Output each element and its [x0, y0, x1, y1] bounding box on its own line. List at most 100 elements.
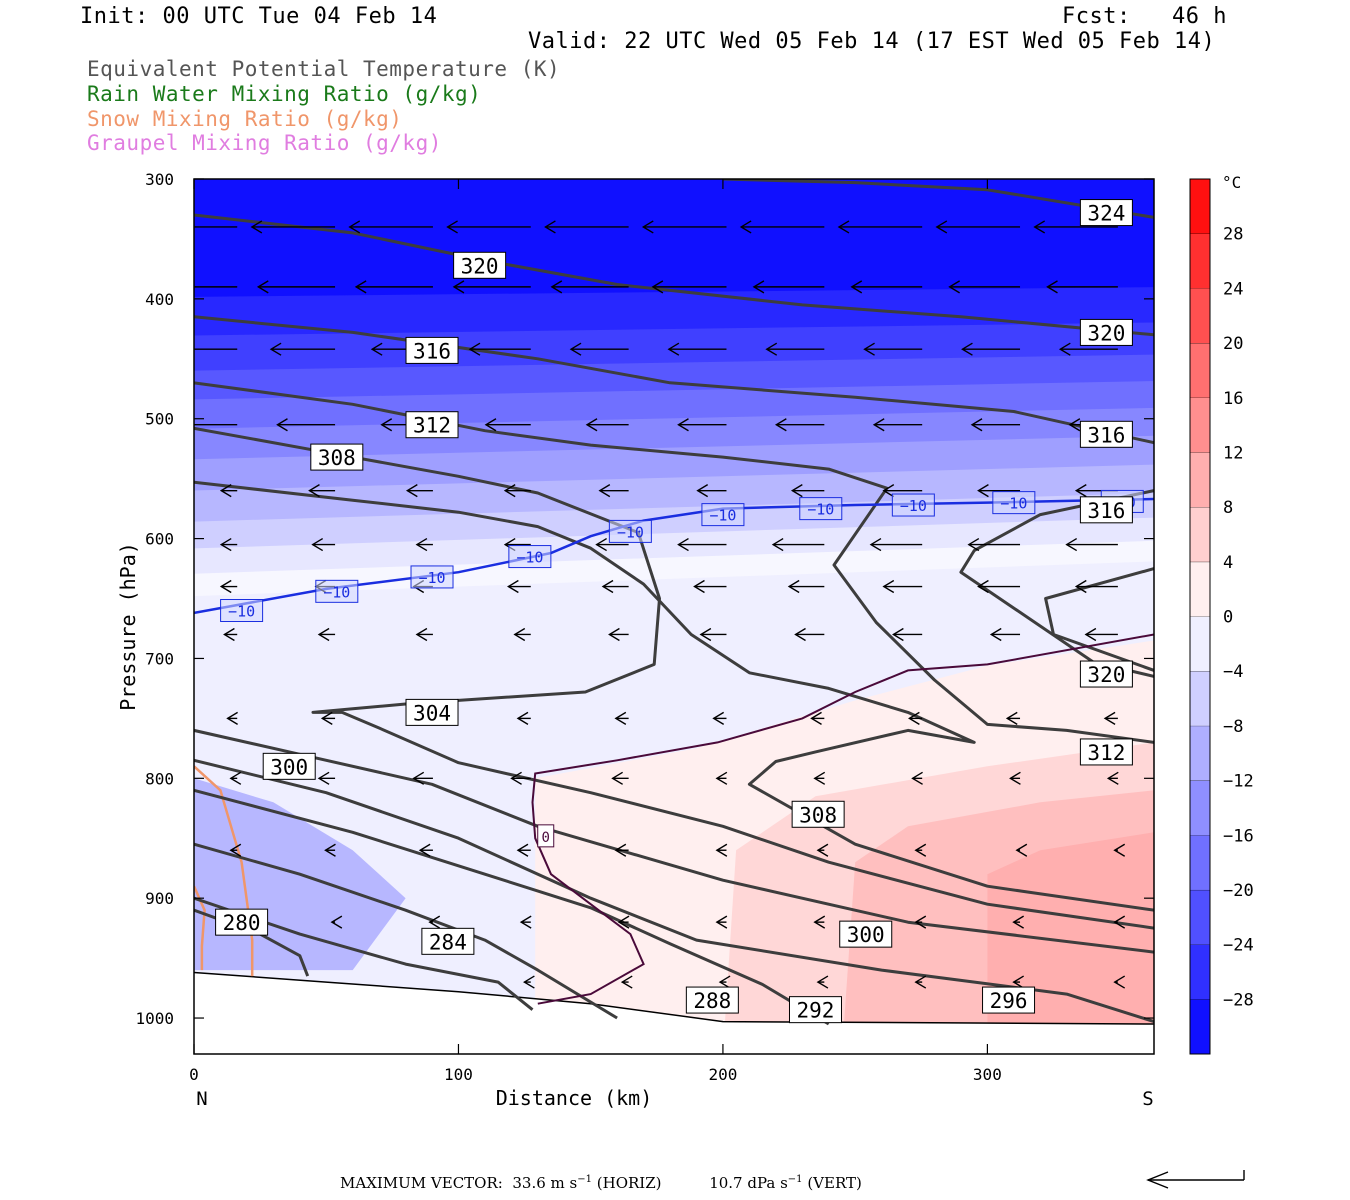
wind-vector	[752, 280, 825, 294]
wind-vector	[317, 627, 336, 642]
valid-time: Valid: 22 UTC Wed 05 Feb 14 (17 EST Wed …	[528, 29, 1216, 54]
wind-vector	[699, 627, 727, 642]
wind-vector	[585, 418, 629, 432]
wind-vector	[415, 537, 433, 552]
wind-vector	[276, 418, 336, 432]
wind-vector	[614, 711, 629, 725]
wind-vector	[595, 537, 629, 552]
colorbar-segment	[1190, 725, 1210, 781]
wind-vector-head	[219, 484, 232, 498]
wind-vector-head	[348, 220, 361, 234]
wind-vector	[1065, 537, 1118, 552]
isotherm-label-box	[701, 503, 745, 527]
theta-e-contour-304	[194, 480, 1154, 912]
theta-e-label: 300	[839, 920, 893, 948]
isotherm-label-box	[891, 493, 935, 517]
wind-vector-head	[718, 975, 731, 989]
colorbar-tick-label: −12	[1223, 772, 1254, 792]
wind-vector	[948, 280, 1021, 294]
wind-vector-head	[715, 915, 728, 929]
wind-vector-head	[601, 579, 614, 594]
wind-vector	[1103, 711, 1118, 725]
wind-vector	[911, 771, 923, 785]
x-tick-label: 300	[973, 1065, 1002, 1084]
wind-vector	[1012, 975, 1024, 989]
wind-vector	[614, 843, 629, 857]
theta-e-label-box	[405, 698, 459, 726]
theta-e-label: 312	[1079, 738, 1133, 766]
wind-vector-head	[1058, 342, 1071, 356]
wind-vector-head	[739, 220, 752, 234]
theta-e-label-text: 280	[223, 911, 261, 935]
wind-vector	[882, 484, 923, 498]
isotherm-label-text: −10	[617, 523, 644, 541]
wind-vector-head	[1113, 975, 1126, 989]
wind-vector-head	[790, 484, 803, 498]
wind-vector	[970, 418, 1021, 432]
wind-vector	[718, 975, 731, 989]
wind-vector	[617, 915, 630, 929]
wind-vector-head	[813, 771, 826, 785]
wind-vector	[1046, 280, 1118, 294]
wind-vector	[194, 348, 238, 350]
wind-vector-head	[256, 280, 269, 294]
wind-vector	[569, 342, 629, 356]
wind-vector	[813, 771, 826, 785]
theta-e-label: 320	[1079, 660, 1133, 688]
wind-vector	[914, 975, 927, 989]
wind-vector	[1009, 771, 1021, 785]
y-tick-label: 1000	[135, 1009, 174, 1028]
y-tick-label: 700	[145, 649, 174, 668]
wind-vector-head	[569, 342, 582, 356]
wind-vector-head	[617, 915, 630, 929]
theta-e-label-text: 308	[799, 803, 837, 827]
wind-vector	[194, 424, 238, 426]
wind-vector-head	[765, 342, 778, 356]
theta-e-label-box	[310, 443, 364, 471]
theta-e-label-text: 288	[693, 989, 731, 1013]
wind-vector	[977, 484, 1021, 498]
colorbar-segment	[1190, 507, 1210, 562]
wind-vector	[712, 711, 727, 725]
wind-vector	[967, 537, 1021, 552]
colorbar-frame	[1189, 178, 1211, 1055]
wind-vector-head	[354, 280, 367, 294]
wind-vector	[1074, 579, 1118, 594]
x-axis-label: Distance (km)	[496, 1086, 653, 1110]
colorbar-tick-label: −4	[1223, 662, 1243, 682]
wind-vector-head	[269, 342, 282, 356]
isotherm-minus10-label: −10	[891, 493, 935, 517]
wind-vector-head	[380, 418, 393, 432]
theta-e-label: 308	[310, 443, 364, 471]
theta-e-label-text: 316	[1087, 423, 1125, 447]
field-label-rain: Rain Water Mixing Ratio (g/kg)	[87, 82, 482, 106]
wind-vector-head	[405, 484, 418, 498]
wind-vector-head	[370, 342, 383, 356]
theta-e-label-text: 312	[413, 414, 451, 438]
wind-vector-head	[908, 711, 920, 725]
wind-vector	[787, 579, 825, 594]
wind-vector	[311, 537, 336, 552]
theta-e-label-text: 320	[1087, 663, 1125, 687]
wind-vector	[516, 843, 531, 857]
colorbar-tick-label: −24	[1223, 936, 1254, 956]
wind-vector-head	[311, 537, 324, 552]
wind-vector-head	[598, 484, 611, 498]
wind-vector-head	[507, 579, 519, 594]
wind-vector	[677, 537, 727, 552]
wind-vector	[503, 484, 531, 498]
wind-vector	[418, 843, 433, 857]
colorbar-tick-label: 8	[1223, 498, 1233, 518]
wind-vector	[837, 220, 923, 234]
wind-vector	[219, 484, 238, 498]
wind-vector-head	[989, 627, 1002, 642]
wind-vector-head	[219, 579, 232, 594]
isotherm-minus10-label: −10	[410, 565, 454, 589]
wind-vector-head	[1012, 915, 1024, 929]
y-axis-label: Pressure (hPa)	[116, 542, 140, 711]
wind-vector	[519, 915, 532, 929]
wind-vector-head	[1084, 627, 1097, 642]
plot-area: −10−10−10−10−10−10−10−10−10−100324320320…	[194, 179, 1154, 1054]
x-end-label-north: N	[196, 1088, 207, 1110]
theta-e-label: 304	[405, 698, 459, 726]
